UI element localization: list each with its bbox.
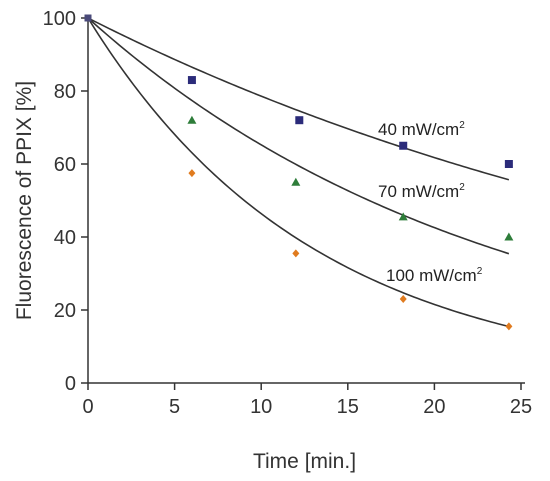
- tick-labels: 0 5 10 15 20 25 0 20 40 60 80 100: [43, 8, 533, 418]
- data-point: [84, 14, 92, 22]
- y-tick-label: 100: [43, 8, 76, 30]
- data-point: [505, 322, 513, 331]
- x-axis-title: Time [min.]: [253, 450, 356, 473]
- y-axis-title: Fluorescence of PPIX [%]: [13, 81, 36, 320]
- y-tick-label: 0: [65, 373, 76, 395]
- data-points: [84, 14, 514, 331]
- data-point: [187, 76, 196, 85]
- fit-curve: [87, 17, 510, 181]
- x-tick-label: 10: [250, 396, 272, 418]
- series-label: 100 mW/cm2: [386, 266, 483, 285]
- tick-marks: [81, 17, 522, 390]
- y-tick-label: 80: [54, 81, 76, 103]
- data-point: [399, 295, 407, 304]
- x-tick-label: 20: [423, 396, 445, 418]
- y-tick-label: 20: [54, 300, 76, 322]
- x-tick-label: 5: [169, 396, 180, 418]
- data-point: [398, 212, 408, 221]
- fit-curve: [87, 17, 510, 328]
- data-point: [295, 116, 304, 125]
- data-point: [188, 169, 196, 178]
- series-label: 40 mW/cm2: [378, 120, 465, 139]
- data-point: [291, 177, 301, 186]
- axes: [87, 18, 525, 384]
- data-point: [292, 249, 300, 258]
- x-tick-label: 15: [337, 396, 359, 418]
- data-point: [504, 160, 513, 168]
- series-labels: 40 mW/cm2 70 mW/cm2 100 mW/cm2: [378, 120, 483, 285]
- data-point: [187, 115, 197, 124]
- x-tick-label: 0: [82, 396, 93, 418]
- data-point: [504, 232, 514, 241]
- fit-curve: [87, 17, 510, 255]
- x-tick-label: 25: [510, 396, 532, 418]
- data-point: [399, 141, 408, 150]
- y-tick-label: 40: [54, 227, 76, 249]
- series-label: 70 mW/cm2: [378, 182, 465, 201]
- y-tick-label: 60: [54, 154, 76, 176]
- fit-curves: [87, 17, 510, 328]
